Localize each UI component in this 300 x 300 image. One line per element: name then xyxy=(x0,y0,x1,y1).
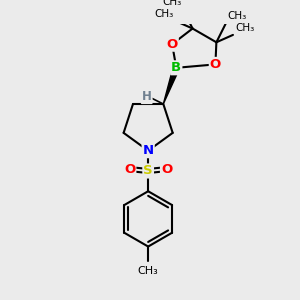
Text: CH₃: CH₃ xyxy=(162,0,182,7)
Text: N: N xyxy=(142,144,154,157)
Text: S: S xyxy=(143,164,153,178)
Text: H: H xyxy=(142,90,152,103)
Text: O: O xyxy=(210,58,221,71)
Text: O: O xyxy=(167,38,178,51)
Polygon shape xyxy=(163,67,179,104)
Text: CH₃: CH₃ xyxy=(138,266,158,276)
Text: O: O xyxy=(124,163,135,176)
Text: CH₃: CH₃ xyxy=(227,11,247,21)
Text: CH₃: CH₃ xyxy=(154,9,173,19)
Text: CH₃: CH₃ xyxy=(236,23,255,33)
Text: O: O xyxy=(161,163,172,176)
Text: B: B xyxy=(171,61,182,74)
